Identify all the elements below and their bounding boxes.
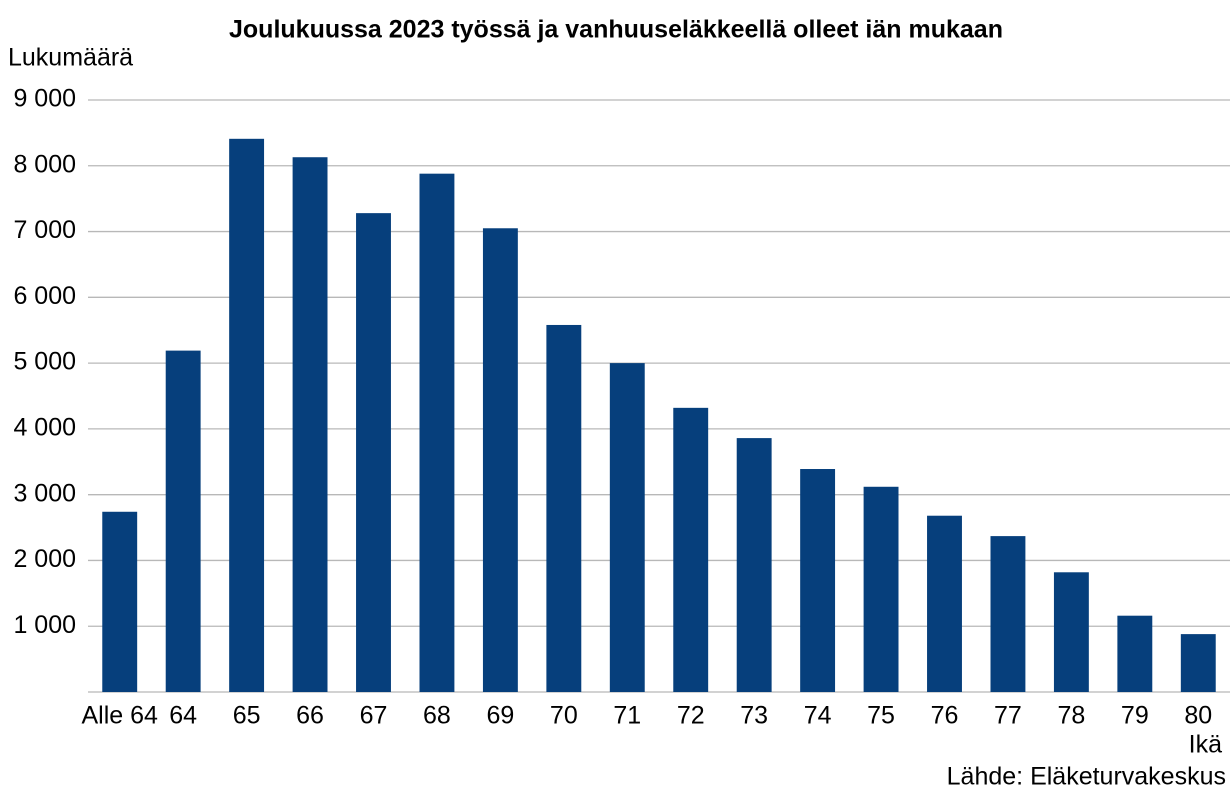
bar	[736, 438, 772, 692]
x-tick-label: 72	[677, 702, 705, 730]
bar	[673, 407, 709, 692]
y-tick-label: 6 000	[13, 282, 76, 310]
bar	[292, 157, 328, 692]
x-tick-label: 77	[994, 702, 1022, 730]
y-axis-label: Lukumäärä	[8, 44, 133, 72]
bar	[1117, 615, 1153, 692]
y-tick-label: 4 000	[13, 413, 76, 441]
y-tick-label: 9 000	[13, 85, 76, 113]
x-tick-label: 66	[296, 702, 324, 730]
x-tick-label: 65	[233, 702, 261, 730]
x-tick-label: 74	[804, 702, 832, 730]
x-tick-label: 64	[169, 702, 197, 730]
y-tick-label: 1 000	[13, 611, 76, 639]
x-tick-label: 73	[740, 702, 768, 730]
x-tick-label: 75	[867, 702, 895, 730]
bar	[990, 536, 1026, 692]
bar	[609, 363, 645, 692]
bar	[800, 469, 836, 692]
x-tick-label: 68	[423, 702, 451, 730]
y-tick-label: 2 000	[13, 545, 76, 573]
y-tick-label: 7 000	[13, 216, 76, 244]
chart-title: Joulukuussa 2023 työssä ja vanhuuseläkke…	[229, 16, 1003, 44]
y-tick-label: 5 000	[13, 348, 76, 376]
x-tick-label: 69	[486, 702, 514, 730]
x-tick-label: 76	[931, 702, 959, 730]
x-tick-label: 67	[360, 702, 388, 730]
source: Lähde: Eläketurvakeskus	[947, 763, 1226, 791]
bar	[419, 173, 455, 692]
x-tick-label: Alle 64	[81, 702, 158, 730]
x-tick-label: 80	[1184, 702, 1212, 730]
bar	[546, 324, 582, 692]
x-tick-label: 70	[550, 702, 578, 730]
y-tick-label: 3 000	[13, 479, 76, 507]
bar	[1180, 634, 1216, 692]
bar	[1053, 572, 1089, 692]
bar	[927, 515, 962, 692]
bar	[165, 350, 201, 692]
x-tick-label: 79	[1121, 702, 1149, 730]
bar	[863, 486, 899, 692]
bar	[229, 138, 265, 692]
x-tick-label: 71	[613, 702, 641, 730]
y-tick-label: 8 000	[13, 150, 76, 178]
x-tick-label: 78	[1057, 702, 1085, 730]
bar	[482, 228, 518, 692]
x-axis-label: Ikä	[1189, 731, 1222, 759]
bar	[102, 511, 138, 692]
bar	[356, 213, 391, 693]
